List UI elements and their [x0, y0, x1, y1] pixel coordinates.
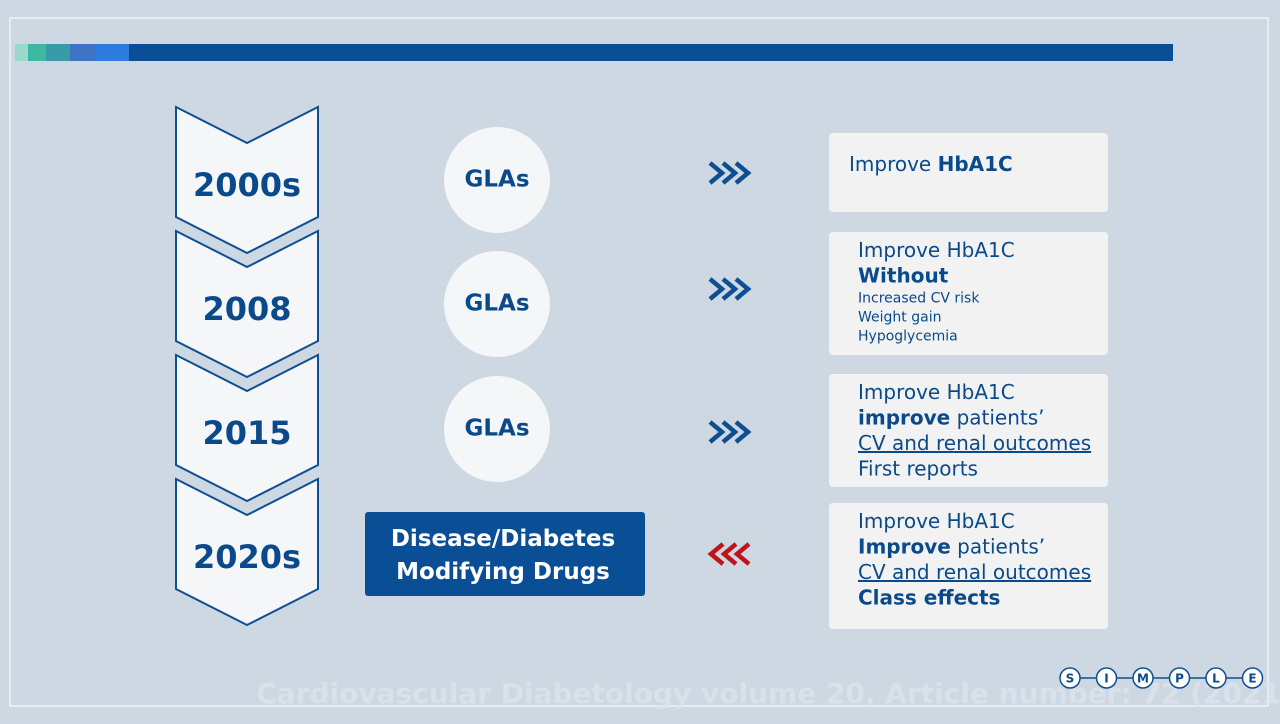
- year-label: 2000s: [193, 166, 301, 204]
- drug-circle: [444, 251, 550, 357]
- watermark: Cardiovascular Diabetology volume 20, Ar…: [256, 677, 1280, 710]
- logo-circle: [1168, 667, 1191, 689]
- drug-box: [365, 512, 645, 596]
- bar-segment: [70, 44, 96, 61]
- outcome-line: improve patients’: [858, 405, 1045, 429]
- outcome-line: CV and renal outcomes: [858, 560, 1091, 584]
- outcome-box: [829, 232, 1108, 355]
- outcome-run: Improve: [858, 534, 951, 558]
- outcome-line: Improve HbA1C: [858, 509, 1015, 533]
- outcome-line: First reports: [858, 456, 978, 480]
- outcome-line: Improve HbA1C: [849, 152, 1013, 176]
- year-label: 2020s: [193, 538, 301, 576]
- outcome-run: Increased CV risk: [858, 291, 980, 307]
- chevron: [175, 477, 319, 627]
- arrow-chevron: [720, 542, 738, 566]
- logo-letter: P: [1175, 672, 1184, 686]
- arrow-chevron: [733, 542, 751, 566]
- drug-circle: [444, 376, 550, 482]
- arrow-chevron: [708, 161, 726, 185]
- outcome-run: patients’: [951, 534, 1045, 558]
- drug-label: GLAs: [464, 291, 529, 317]
- logo-letter: S: [1066, 672, 1075, 686]
- logo-circle: [1132, 667, 1154, 689]
- outcome-run: CV and renal outcomes: [858, 560, 1091, 584]
- bar-segment: [46, 44, 70, 61]
- outcome-line: Increased CV risk: [858, 291, 980, 307]
- outcome-run: Improve HbA1C: [858, 509, 1015, 533]
- chevron: [175, 105, 319, 255]
- bar-segment: [15, 44, 28, 61]
- arrow-chevron: [734, 420, 752, 444]
- outcome-line: Improve HbA1C: [858, 380, 1015, 404]
- outcome-box: [829, 503, 1108, 629]
- logo-letter: M: [1137, 672, 1149, 686]
- drug-label: Disease/Diabetes Modifying Drugs: [391, 526, 615, 585]
- outcome-run: Improve HbA1C: [858, 238, 1015, 262]
- bar-segment: [28, 44, 46, 61]
- year-label: 2015: [202, 414, 291, 452]
- arrow-chevron: [734, 161, 752, 185]
- chevron: [175, 353, 319, 503]
- outcome-run: improve: [858, 405, 950, 429]
- year-label: 2008: [202, 290, 291, 328]
- outcome-run: Class effects: [858, 585, 1000, 609]
- outcome-line: Improve HbA1C: [858, 238, 1015, 262]
- outcome-run: First reports: [858, 456, 978, 480]
- drug-label: GLAs: [464, 416, 529, 442]
- outcome-line: Weight gain: [858, 310, 941, 326]
- logo-circle: [1241, 667, 1264, 689]
- drug-line: Modifying Drugs: [396, 559, 610, 585]
- outcome-line: Hypoglycemia: [858, 329, 958, 345]
- logo-letter: I: [1104, 672, 1108, 686]
- slide-border: [9, 17, 1269, 707]
- chevron: [175, 229, 319, 379]
- arrow-chevron: [708, 420, 726, 444]
- outcome-line: Class effects: [858, 585, 1000, 609]
- outcome-box: [829, 374, 1108, 487]
- arrow-chevron: [734, 277, 752, 301]
- drug-label: GLAs: [464, 167, 529, 193]
- arrow-chevron: [721, 161, 739, 185]
- arrow-chevron: [708, 277, 726, 301]
- outcome-run: CV and renal outcomes: [858, 431, 1091, 455]
- outcome-line: Improve patients’: [858, 534, 1045, 558]
- logo-letter: L: [1212, 672, 1220, 686]
- outcome-run: Hypoglycemia: [858, 329, 958, 345]
- drug-circle: [444, 127, 550, 233]
- outcome-run: patients’: [950, 405, 1044, 429]
- outcome-run: Weight gain: [858, 310, 941, 326]
- outcome-run: Improve: [849, 152, 938, 176]
- arrow-chevron: [721, 277, 739, 301]
- bar-segment: [96, 44, 129, 61]
- logo-letter: E: [1248, 672, 1256, 686]
- header-bar: [15, 44, 1173, 61]
- drug-line: Disease/Diabetes: [391, 526, 615, 552]
- logo-circle: [1059, 667, 1081, 689]
- outcome-line: CV and renal outcomes: [858, 431, 1091, 455]
- arrow-chevron: [721, 420, 739, 444]
- logo-circle: [1095, 667, 1118, 689]
- logo-circle: [1205, 667, 1227, 689]
- outcome-line: Without: [858, 263, 949, 287]
- outcome-run: Without: [858, 263, 949, 287]
- bar-segment: [129, 44, 1173, 61]
- outcome-run: Improve HbA1C: [858, 380, 1015, 404]
- arrow-chevron: [707, 542, 725, 566]
- outcome-run: HbA1C: [938, 152, 1013, 176]
- outcome-box: [829, 133, 1108, 212]
